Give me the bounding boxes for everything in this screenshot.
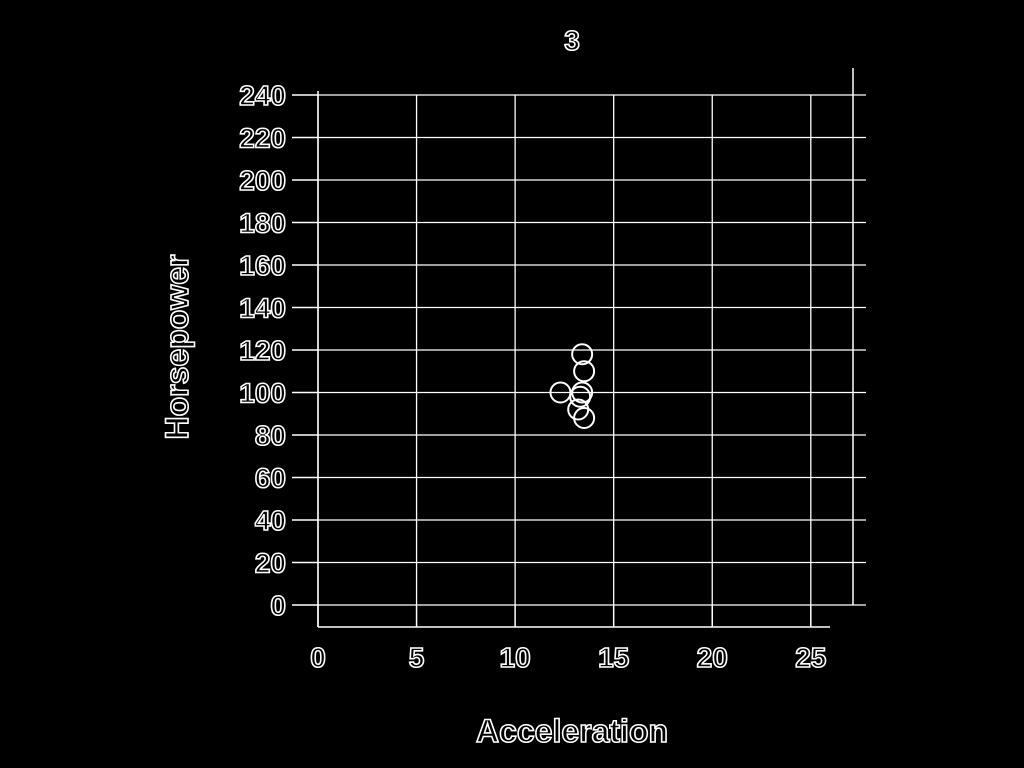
data-point bbox=[573, 407, 596, 429]
axes bbox=[292, 68, 854, 628]
x-tick-label: 0 bbox=[310, 642, 326, 673]
tick-labels: 0 20 40 60 80 100 120 140 160 180 200 220 240 0 5 10 15 2… bbox=[238, 79, 827, 674]
y-tick-label: 220 bbox=[239, 123, 286, 154]
x-tick-label: 10 bbox=[500, 642, 531, 673]
y-tick-label: 0 bbox=[270, 590, 286, 621]
data-point bbox=[569, 385, 592, 408]
y-tick-label: 80 bbox=[255, 420, 286, 451]
data-point bbox=[571, 343, 594, 366]
y-tick-label: 60 bbox=[255, 463, 286, 494]
y-tick-label: 200 bbox=[239, 165, 286, 196]
y-tick-label: 120 bbox=[239, 335, 286, 366]
y-tick-label: 180 bbox=[239, 208, 286, 239]
data-points bbox=[549, 343, 596, 429]
y-tick-label: 40 bbox=[255, 505, 286, 536]
x-axis-label: Acceleration bbox=[476, 713, 668, 749]
x-tick-label: 5 bbox=[409, 642, 425, 673]
x-tick-label: 15 bbox=[598, 642, 629, 673]
y-tick-label: 20 bbox=[255, 548, 286, 579]
data-point bbox=[573, 360, 596, 383]
x-tick-label: 20 bbox=[697, 642, 728, 673]
x-tick-label: 25 bbox=[795, 642, 826, 673]
y-axis-label: Horsepower bbox=[159, 255, 195, 440]
y-tick-label: 160 bbox=[239, 250, 286, 281]
y-tick-label: 100 bbox=[239, 378, 286, 409]
chart-title: 3 bbox=[564, 25, 580, 56]
y-tick-label: 240 bbox=[239, 80, 286, 111]
y-tick-label: 140 bbox=[239, 293, 286, 324]
